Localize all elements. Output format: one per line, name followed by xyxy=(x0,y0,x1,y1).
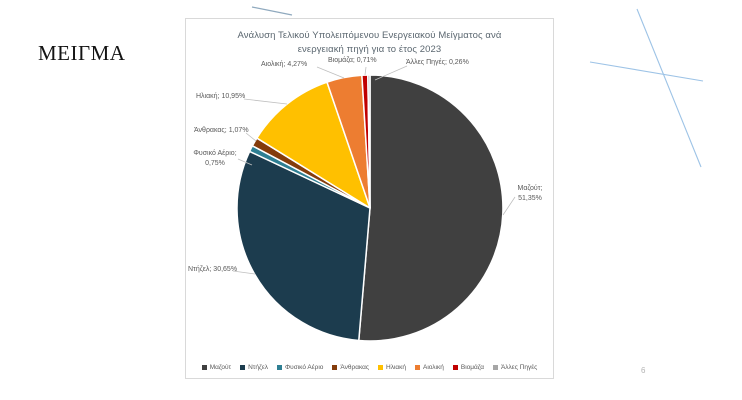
legend-item-8: Άλλες Πηγές xyxy=(492,363,538,371)
pie-callout-text: Άλλες Πηγές; 0,26% xyxy=(406,59,469,66)
legend-marker-icon xyxy=(201,364,207,370)
chart-title-line-2: ενεργειακή πηγή για το έτος 2023 xyxy=(297,44,442,56)
leader-line-2 xyxy=(232,270,256,275)
legend-label: Άλλες Πηγές xyxy=(500,363,538,371)
legend-marker-icon xyxy=(378,364,384,370)
legend-item-3: Φυσικό Αέριο xyxy=(276,363,324,371)
legend-label: Άνθρακας xyxy=(340,363,370,371)
pie-callout-text: Άνθρακας; 1,07% xyxy=(194,127,249,134)
legend-marker-icon xyxy=(240,364,246,370)
leader-line-1 xyxy=(502,196,516,216)
pie-callout-text: Φυσικό Αέριο; xyxy=(193,150,237,157)
pie-callout-3: Φυσικό Αέριο; 0,75% xyxy=(188,149,242,169)
pie-callout-text: Αιολική; 4,27% xyxy=(261,61,308,68)
slide-kicker-title: ΜΕΙΓΜΑ xyxy=(38,41,126,65)
pie-slice-5[interactable] xyxy=(256,81,371,209)
chart-panel[interactable]: Ανάλυση Τελικού Υπολειπόμενου Ενεργειακο… xyxy=(185,18,554,379)
legend-label: Αιολική xyxy=(423,363,444,371)
legend-item-6: Αιολική xyxy=(415,364,444,371)
pie-callout-1: Μαζούτ; 51,35% xyxy=(506,184,554,204)
pie-slice-8[interactable] xyxy=(367,74,371,209)
pie-chart xyxy=(232,65,516,342)
legend-label: Ηλιακή xyxy=(386,363,407,371)
page-number: 6 xyxy=(641,366,646,375)
legend-label: Βιομάζα xyxy=(460,363,484,371)
legend-label: Ντήζελ xyxy=(248,363,268,371)
pie-callout-text: Βιομάζα; 0,71% xyxy=(328,57,377,64)
legend-marker-icon xyxy=(276,364,282,370)
chart-legend: Μαζούτ Ντήζελ Φυσικό Αέριο Άνθρακας Ηλιακή Αι… xyxy=(186,361,553,373)
pie-slice-1[interactable] xyxy=(358,74,504,342)
chart-title-line-1: Ανάλυση Τελικού Υπολειπόμενου Ενεργειακο… xyxy=(237,30,502,41)
chart-title: Ανάλυση Τελικού Υπολειπόμενου Ενεργειακο… xyxy=(186,29,553,58)
pie-callout-4: Άνθρακας; 1,07% xyxy=(194,126,256,136)
pie-slice-2[interactable] xyxy=(236,150,371,342)
legend-item-7: Βιομάζα xyxy=(452,363,484,371)
pie-callout-text: 51,35% xyxy=(518,194,542,202)
legend-item-4: Άνθρακας xyxy=(332,364,369,371)
legend-marker-icon xyxy=(415,364,421,370)
pie-callout-2: Ντήζελ; 30,65% xyxy=(188,265,250,275)
legend-item-1: Μαζούτ xyxy=(201,363,232,371)
diagonal-line-shallow xyxy=(589,61,704,82)
leader-line-3 xyxy=(237,158,253,166)
leader-line-5 xyxy=(243,98,288,105)
pie-callout-text: Μαζούτ; xyxy=(517,185,543,192)
pie-callout-6: Αιολική; 4,27% xyxy=(261,60,327,70)
pie-callout-8: Άλλες Πηγές; 0,26% xyxy=(406,58,480,68)
legend-marker-icon xyxy=(492,364,498,370)
swoosh-line xyxy=(251,6,293,16)
pie-callout-7: Βιομάζα; 0,71% xyxy=(328,56,398,66)
legend-marker-icon xyxy=(452,364,458,370)
pie-callout-text: 0,75% xyxy=(205,159,225,167)
leader-line-4 xyxy=(245,132,257,142)
legend-label: Μαζούτ xyxy=(209,363,232,371)
pie-callout-text: Ντήζελ; 30,65% xyxy=(188,266,238,273)
legend-item-2: Ντήζελ xyxy=(240,364,268,371)
legend-label: Φυσικό Αέριο xyxy=(284,363,324,371)
legend-marker-icon xyxy=(332,364,338,370)
pie-callout-5: Ηλιακή; 10,95% xyxy=(196,92,258,102)
leader-line-8 xyxy=(374,65,408,81)
leader-line-7 xyxy=(364,66,367,76)
legend-item-5: Ηλιακή xyxy=(378,364,406,371)
diagonal-line-steep xyxy=(636,8,702,168)
pie-callout-text: Ηλιακή; 10,95% xyxy=(196,93,246,100)
leader-line-6 xyxy=(316,66,345,79)
